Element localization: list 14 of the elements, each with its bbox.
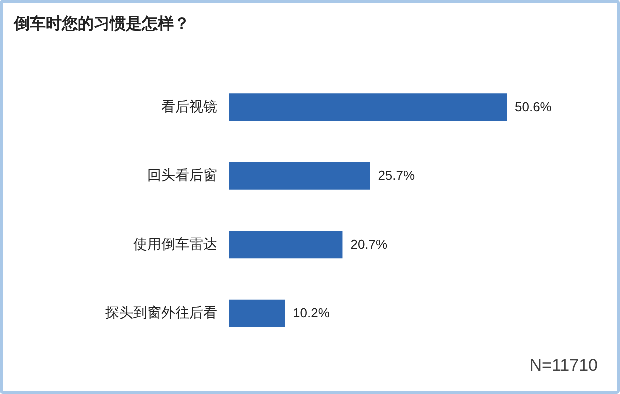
bar xyxy=(229,300,286,328)
bar xyxy=(229,94,507,122)
chart-title: 倒车时您的习惯是怎样？ xyxy=(14,14,190,35)
text: N=11710 xyxy=(530,356,598,376)
data-label: 20.7% xyxy=(350,236,388,252)
bar xyxy=(229,231,343,259)
y-tick-label: 看后视镜 xyxy=(162,99,218,116)
y-tick-label: 使用倒车雷达 xyxy=(134,236,218,253)
data-label: 50.6% xyxy=(515,99,552,114)
bar xyxy=(229,162,370,190)
y-tick-label: 回头看后窗 xyxy=(148,168,218,184)
data-label: 25.7% xyxy=(378,168,416,184)
data-label: 10.2% xyxy=(293,306,330,321)
y-tick-label: 探头到窗外往后看 xyxy=(106,306,218,322)
